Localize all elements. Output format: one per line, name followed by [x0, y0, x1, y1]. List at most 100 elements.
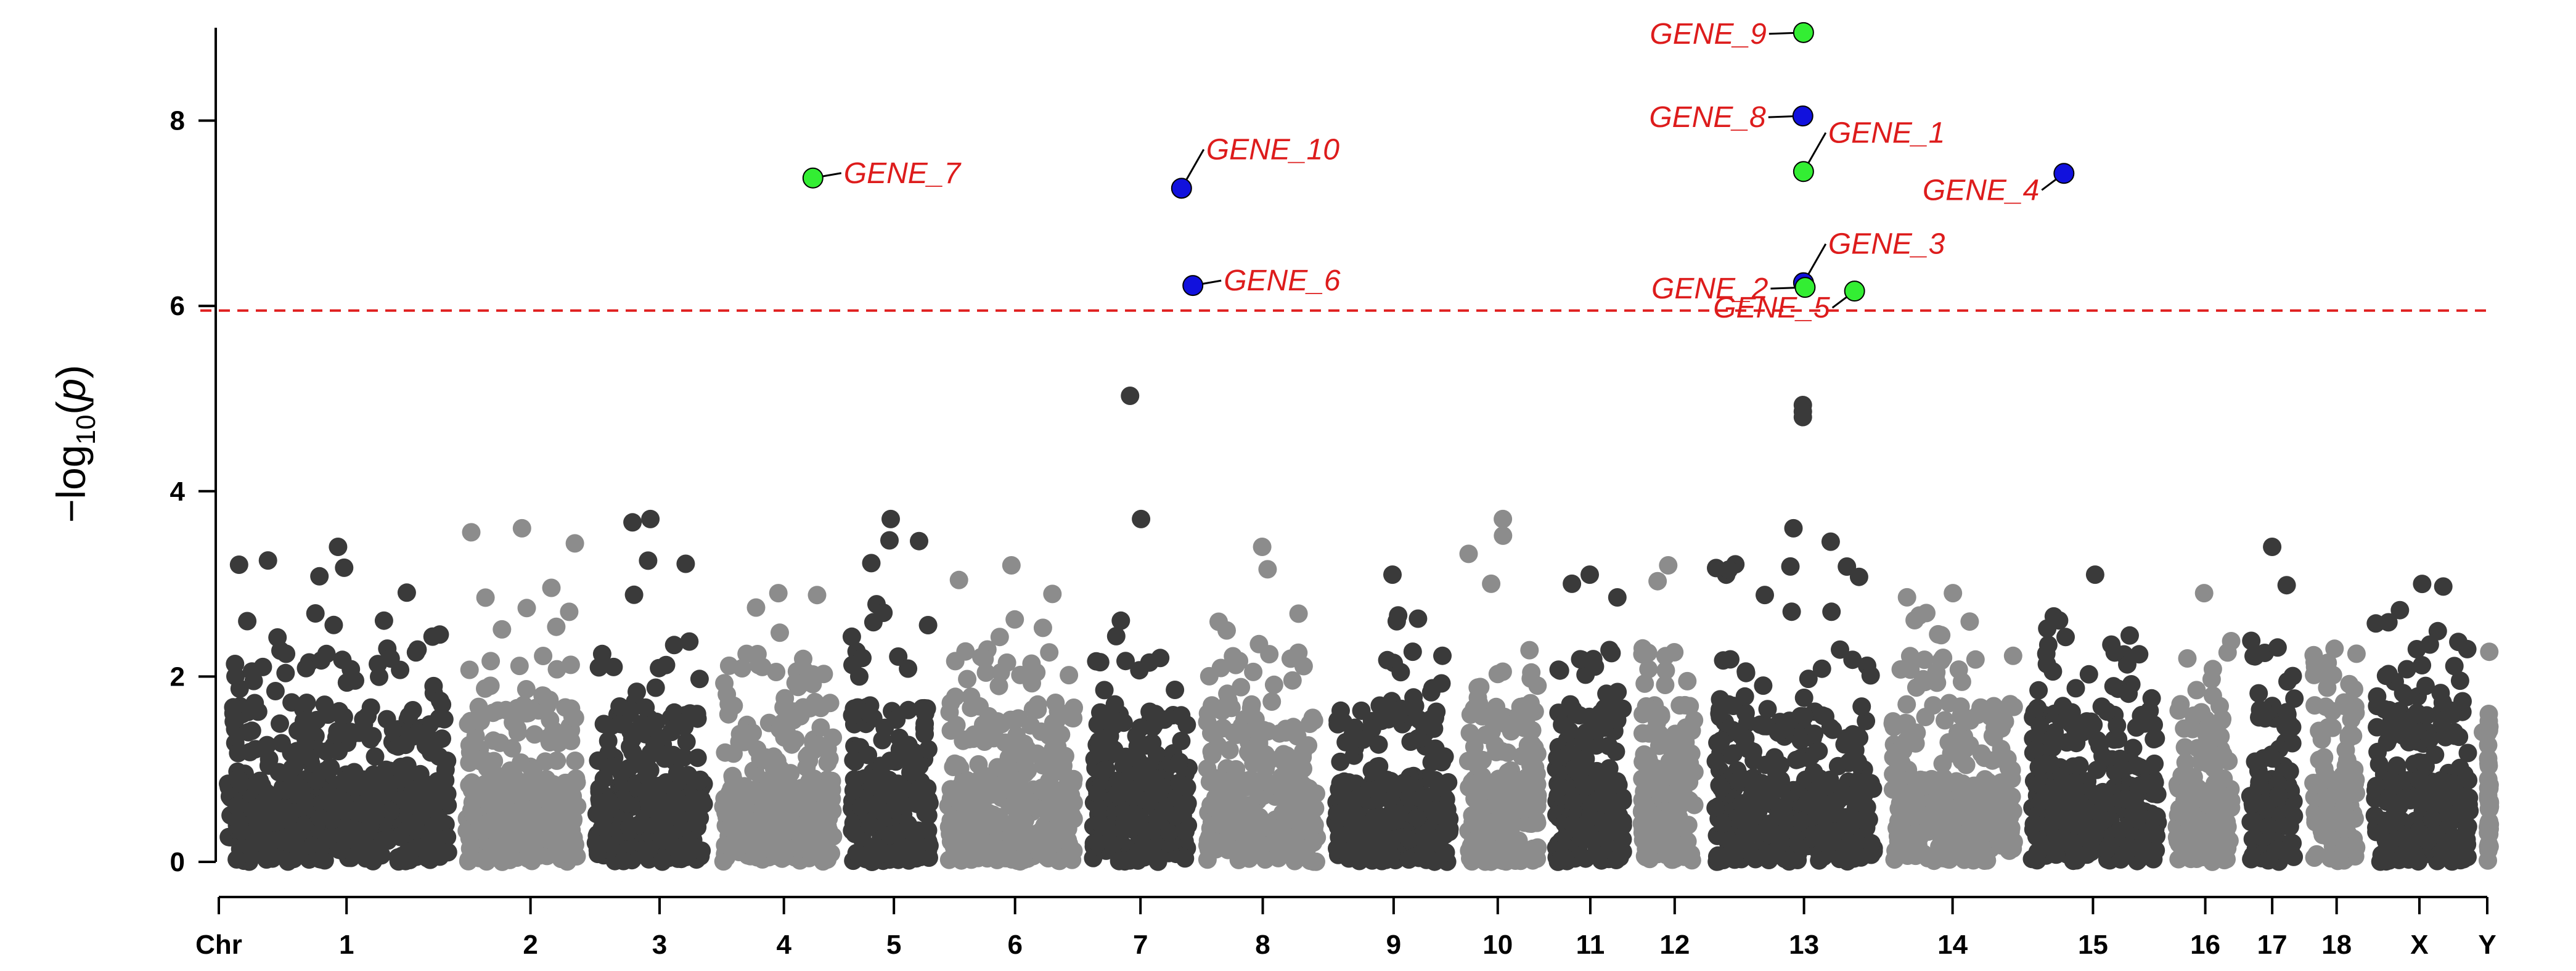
snp-point: [1206, 799, 1225, 818]
snp-point: [673, 766, 692, 785]
snp-point: [232, 821, 251, 840]
snp-point: [1023, 700, 1042, 719]
snp-point: [1712, 779, 1731, 798]
snp-point: [1791, 731, 1810, 750]
snp-point: [1520, 641, 1539, 660]
snp-point: [1633, 639, 1652, 658]
snp-point: [2336, 740, 2355, 760]
snp-point: [1132, 509, 1151, 528]
snp-point: [1659, 556, 1678, 575]
snp-point: [397, 583, 416, 602]
snp-point: [2222, 798, 2241, 817]
snp-point: [1140, 653, 1159, 672]
snp-point: [1988, 749, 2007, 768]
snp-point: [1608, 588, 1627, 607]
snp-point: [1239, 743, 1257, 762]
snp-point: [334, 707, 353, 726]
snp-point: [290, 822, 309, 841]
snp-point: [2269, 786, 2288, 805]
snp-point: [1144, 716, 1163, 735]
snp-point: [321, 758, 340, 777]
snp-point: [1580, 824, 1599, 843]
snp-point: [1948, 845, 1966, 864]
snp-point: [1821, 532, 1840, 551]
snp-point: [664, 636, 684, 655]
snp-point: [1515, 697, 1534, 716]
chromosome-4-points: [714, 584, 843, 871]
snp-point: [757, 817, 776, 837]
snp-point: [1757, 716, 1776, 735]
snp-point: [676, 713, 695, 732]
snp-point: [1005, 610, 1024, 629]
snp-point: [346, 671, 364, 690]
snp-point: [517, 680, 536, 699]
snp-point: [460, 743, 480, 762]
snp-point: [1656, 676, 1675, 694]
snp-point: [270, 811, 289, 830]
snp-point: [1954, 826, 1973, 845]
snp-point: [2043, 834, 2062, 853]
snp-point: [324, 615, 343, 634]
snp-point: [724, 744, 743, 763]
snp-point: [1428, 745, 1447, 764]
snp-point: [811, 718, 830, 737]
snp-point: [880, 531, 899, 550]
snp-point: [1810, 851, 1829, 870]
snp-point: [1932, 626, 1951, 645]
snp-point: [719, 695, 738, 714]
snp-point: [2218, 643, 2237, 662]
snp-point: [349, 803, 368, 822]
snp-point: [1471, 678, 1490, 697]
snp-point: [561, 832, 580, 851]
snp-point: [2170, 799, 2189, 818]
snp-point: [949, 570, 968, 589]
snp-point: [1169, 773, 1188, 792]
snp-point: [460, 660, 479, 679]
chromosome-12-points: [1632, 556, 1704, 870]
chromosome-14-points: [1883, 584, 2023, 871]
snp-point: [955, 730, 975, 749]
snp-point: [2184, 782, 2203, 801]
snp-point: [1761, 755, 1780, 773]
snp-point: [2044, 607, 2063, 626]
snp-point: [1724, 744, 1743, 763]
snp-point: [2194, 584, 2214, 603]
snp-point: [1166, 681, 1185, 699]
snp-point: [1850, 728, 1869, 747]
snp-point: [398, 756, 417, 775]
snp-point: [1765, 772, 1785, 791]
snp-point: [1232, 817, 1251, 836]
snp-point: [1433, 646, 1452, 665]
snp-point: [264, 831, 282, 850]
chromosome-13-points: [1706, 518, 1883, 871]
snp-point: [248, 813, 268, 831]
snp-point: [1648, 713, 1667, 732]
snp-point: [2085, 565, 2104, 584]
snp-point: [962, 699, 981, 718]
snp-point: [1663, 850, 1682, 869]
snp-point: [1470, 694, 1489, 713]
snp-point: [964, 778, 983, 797]
snp-point: [851, 797, 870, 816]
snp-point: [2199, 755, 2218, 774]
snp-point: [285, 757, 304, 776]
snp-point: [1137, 822, 1156, 841]
snp-point: [1563, 574, 1582, 593]
snp-point: [1172, 731, 1191, 750]
snp-point: [844, 751, 863, 770]
snp-point: [870, 845, 889, 864]
chromosome-18-points: [2304, 639, 2366, 871]
snp-point: [1908, 803, 1928, 822]
snp-point: [2340, 674, 2359, 694]
snp-point: [2178, 649, 2197, 668]
snp-point: [859, 745, 878, 764]
snp-point: [2093, 782, 2112, 801]
snp-point: [860, 704, 879, 723]
snp-point: [244, 671, 263, 690]
snp-point: [2278, 672, 2297, 691]
snp-point: [1604, 699, 1623, 717]
snp-point: [1409, 609, 1428, 628]
snp-point: [681, 794, 700, 813]
snp-point: [1013, 850, 1032, 869]
snp-point: [1403, 642, 1422, 662]
